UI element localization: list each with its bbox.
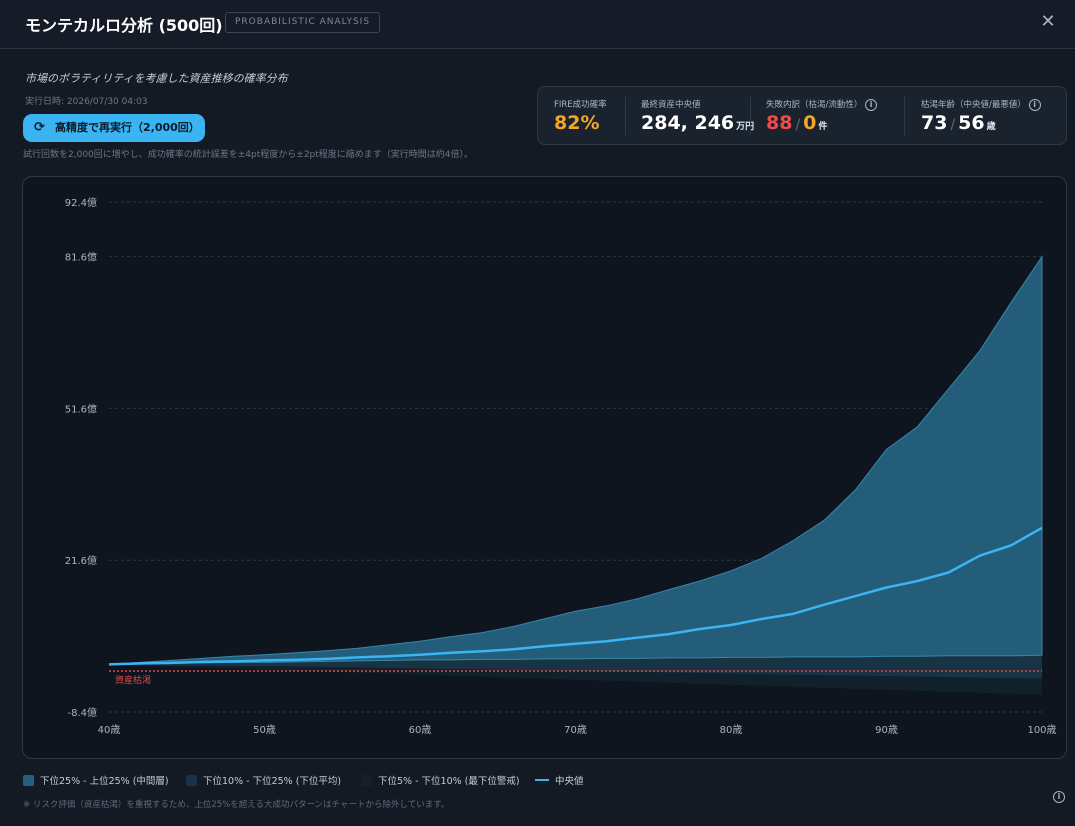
rerun-button-label: 高精度で再実行（2,000回） bbox=[55, 121, 200, 134]
rerun-high-precision-button[interactable]: ⟳ 高精度で再実行（2,000回） bbox=[23, 114, 205, 142]
stat-success-value: 82% bbox=[554, 112, 600, 134]
chart-subtitle: 市場のボラティリティを考慮した資産推移の確率分布 bbox=[25, 72, 288, 85]
divider bbox=[750, 97, 751, 135]
refresh-icon: ⟳ bbox=[34, 120, 45, 135]
stat-median-label: 最終資産中央値 bbox=[641, 100, 701, 110]
modal-header: モンテカルロ分析 (500回) PROBABILISTIC ANALYSIS ✕ bbox=[0, 0, 1075, 49]
stat-success-label: FIRE成功確率 bbox=[554, 100, 607, 110]
failure-unit: 件 bbox=[818, 122, 828, 132]
median-line bbox=[108, 526, 1043, 666]
info-icon[interactable]: i bbox=[1053, 784, 1065, 803]
x-tick-label: 50歳 bbox=[253, 724, 276, 736]
monte-carlo-chart: 92.4億 81.6億 51.6億 21.6億 -8.4億 40歳 50歳 60歳 70歳 80歳… bbox=[22, 176, 1067, 759]
legend-item-band5[interactable]: 下位5% - 下位10% (最下位警戒) bbox=[361, 773, 520, 787]
x-tick-label: 40歳 bbox=[98, 724, 121, 736]
y-tick-label: -8.4億 bbox=[67, 706, 97, 719]
legend-line bbox=[535, 779, 549, 781]
stat-median-value: 284, 246 bbox=[641, 112, 735, 134]
divider bbox=[625, 97, 626, 135]
band-bottom5-10 bbox=[109, 664, 1042, 695]
run-timestamp: 実行日時: 2026/07/30 04:03 bbox=[25, 97, 148, 107]
stats-panel: FIRE成功確率 82% 最終資産中央値 284, 246 万円 失敗内訳（枯渇/… bbox=[537, 86, 1067, 145]
legend-item-median[interactable]: 中央値 bbox=[535, 773, 584, 787]
legend-label: 下位5% - 下位10% (最下位警戒) bbox=[378, 776, 520, 787]
band-bottom10-25 bbox=[109, 655, 1042, 679]
legend-label: 中央値 bbox=[555, 776, 584, 787]
x-tick-label: 100歳 bbox=[1027, 724, 1056, 736]
stat-median-unit: 万円 bbox=[736, 122, 755, 132]
divider bbox=[904, 97, 905, 135]
analysis-tag: PROBABILISTIC ANALYSIS bbox=[225, 12, 381, 33]
legend-label: 下位25% - 上位25% (中間層) bbox=[40, 776, 169, 787]
x-tick-label: 60歳 bbox=[409, 724, 432, 736]
age-separator: / bbox=[950, 117, 956, 133]
footer-note: ※ リスク評価（資産枯渇）を重視するため、上位25%を超える大成功パターンはチャ… bbox=[23, 800, 450, 810]
legend-swatch bbox=[361, 775, 372, 786]
x-tick-label: 70歳 bbox=[564, 724, 587, 736]
stat-age-label: 枯渇年齢（中央値/最悪値） i bbox=[921, 98, 1041, 111]
x-tick-label: 90歳 bbox=[875, 724, 898, 736]
legend-swatch bbox=[186, 775, 197, 786]
legend-item-band25[interactable]: 下位25% - 上位25% (中間層) bbox=[23, 773, 169, 787]
modal-title: モンテカルロ分析 (500回) bbox=[25, 16, 223, 35]
y-tick-label: 81.6億 bbox=[65, 251, 97, 264]
y-tick-label: 92.4億 bbox=[65, 196, 97, 209]
legend-item-band10[interactable]: 下位10% - 下位25% (下位平均) bbox=[186, 773, 341, 787]
info-icon[interactable]: i bbox=[865, 99, 878, 111]
legend-swatch bbox=[23, 775, 34, 786]
y-tick-label: 51.6億 bbox=[65, 402, 97, 415]
age-median-value: 73 bbox=[921, 112, 948, 134]
x-tick-label: 80歳 bbox=[720, 724, 743, 736]
info-icon[interactable]: i bbox=[1028, 99, 1041, 111]
depletion-label: 資産枯渇 bbox=[115, 674, 151, 686]
failure-liquidity-count: 0 bbox=[803, 112, 817, 134]
close-icon[interactable]: ✕ bbox=[1040, 11, 1056, 32]
legend-label: 下位10% - 下位25% (下位平均) bbox=[203, 776, 342, 787]
band-interquartile bbox=[108, 254, 1043, 665]
stat-failure-label: 失敗内訳（枯渇/流動性） i bbox=[766, 98, 878, 111]
y-tick-label: 21.6億 bbox=[65, 554, 97, 567]
failure-depleted-count: 88 bbox=[766, 112, 793, 134]
rerun-note: 試行回数を2,000回に増やし、成功確率の統計誤差を±4pt程度から±2pt程度… bbox=[23, 150, 474, 160]
failure-separator: / bbox=[795, 117, 801, 133]
age-unit: 歳 bbox=[986, 122, 996, 132]
age-worst-value: 56 bbox=[958, 112, 985, 134]
